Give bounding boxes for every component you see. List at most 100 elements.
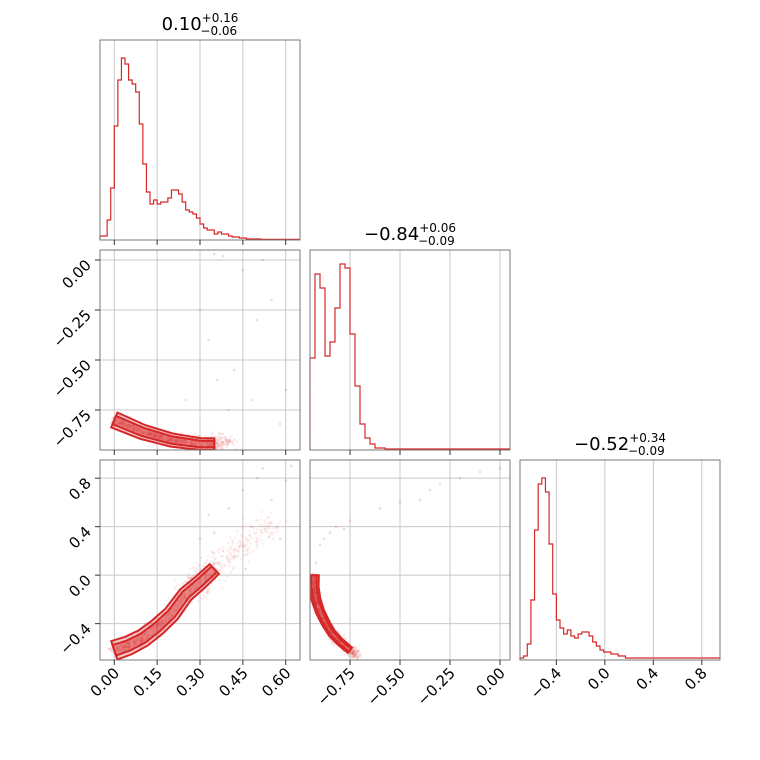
sample-point	[249, 551, 253, 555]
sample-point	[161, 620, 165, 624]
sample-point	[143, 429, 146, 432]
sample-point	[125, 425, 129, 429]
sample-point	[152, 432, 156, 436]
sample-point	[153, 435, 156, 439]
sample-point	[180, 431, 184, 434]
sample-point	[354, 652, 358, 656]
sample-point	[331, 641, 334, 644]
outlier-point	[250, 398, 253, 402]
sample-point	[126, 645, 129, 648]
sample-point	[123, 645, 126, 649]
sample-point	[153, 431, 157, 435]
sample-point	[233, 548, 237, 551]
sample-point	[321, 616, 325, 620]
sample-point	[272, 526, 276, 530]
sample-point	[351, 655, 355, 659]
sample-point	[316, 601, 319, 605]
title-minus: −0.06	[200, 24, 237, 38]
sample-point	[352, 651, 355, 655]
sample-point	[185, 440, 188, 443]
sample-point	[221, 440, 224, 444]
sample-point	[312, 581, 316, 585]
sample-point	[350, 653, 354, 656]
sample-point	[324, 623, 328, 626]
sample-point	[167, 612, 170, 616]
sample-point	[313, 586, 316, 590]
sample-point	[132, 427, 136, 430]
sample-point	[183, 440, 186, 444]
sample-point	[330, 631, 334, 635]
sample-point	[158, 436, 162, 439]
sample-point	[188, 442, 191, 445]
sample-point	[173, 439, 177, 443]
sample-point	[218, 440, 222, 444]
sample-point	[225, 575, 229, 579]
sample-point	[352, 649, 356, 652]
sample-point	[313, 592, 317, 596]
sample-point	[166, 613, 170, 616]
sample-point	[314, 590, 317, 594]
sample-point	[148, 431, 151, 434]
sample-point	[260, 510, 263, 513]
sample-point	[356, 649, 360, 653]
sample-point	[191, 442, 195, 445]
sample-point	[216, 549, 220, 552]
sample-point	[156, 623, 159, 627]
sample-point	[147, 634, 150, 638]
sample-point	[125, 642, 129, 646]
sample-point	[335, 646, 338, 650]
sample-point	[165, 435, 168, 439]
sample-point	[131, 645, 134, 648]
sample-point	[166, 438, 170, 442]
sample-point	[224, 437, 227, 441]
outlier-point	[244, 567, 248, 571]
sample-point	[155, 628, 159, 632]
sample-point	[232, 557, 235, 561]
sample-point	[123, 645, 127, 648]
sample-point	[205, 442, 209, 446]
sample-point	[132, 425, 136, 429]
sample-point	[142, 432, 146, 435]
sample-point	[125, 641, 129, 644]
sample-point	[263, 527, 267, 530]
sample-point	[171, 614, 175, 617]
sample-point	[317, 608, 321, 611]
sample-point	[312, 582, 316, 586]
sample-point	[218, 436, 222, 439]
sample-point	[357, 655, 360, 658]
sample-point	[124, 422, 128, 425]
sample-point	[199, 556, 203, 559]
sample-point	[312, 587, 316, 590]
sample-point	[170, 437, 173, 441]
sample-point	[314, 595, 317, 599]
sample-point	[268, 534, 272, 537]
sample-point	[123, 648, 126, 652]
sample-point	[134, 640, 138, 644]
sample-point	[240, 558, 243, 561]
sample-point	[220, 440, 224, 444]
sample-point	[190, 440, 194, 443]
sample-point	[140, 639, 144, 643]
sample-point	[237, 553, 240, 557]
y-tick-label: −0.50	[50, 356, 95, 401]
sample-point	[353, 645, 357, 649]
sample-point	[146, 433, 150, 436]
sample-point	[177, 441, 181, 444]
sample-point	[129, 426, 132, 430]
sample-point	[158, 626, 162, 629]
density-contour	[111, 414, 216, 449]
sample-point	[117, 647, 121, 651]
sample-point	[226, 441, 230, 444]
sample-point	[130, 639, 133, 643]
sample-point	[189, 440, 193, 444]
sample-point	[188, 577, 192, 580]
sample-point	[128, 642, 131, 646]
sample-point	[128, 427, 131, 430]
title-value: −0.84	[364, 224, 419, 245]
outlier-point	[498, 467, 502, 470]
sample-point	[264, 521, 267, 524]
sample-point	[155, 625, 158, 628]
sample-point	[201, 564, 205, 568]
sample-point	[209, 443, 212, 446]
sample-point	[183, 441, 186, 444]
